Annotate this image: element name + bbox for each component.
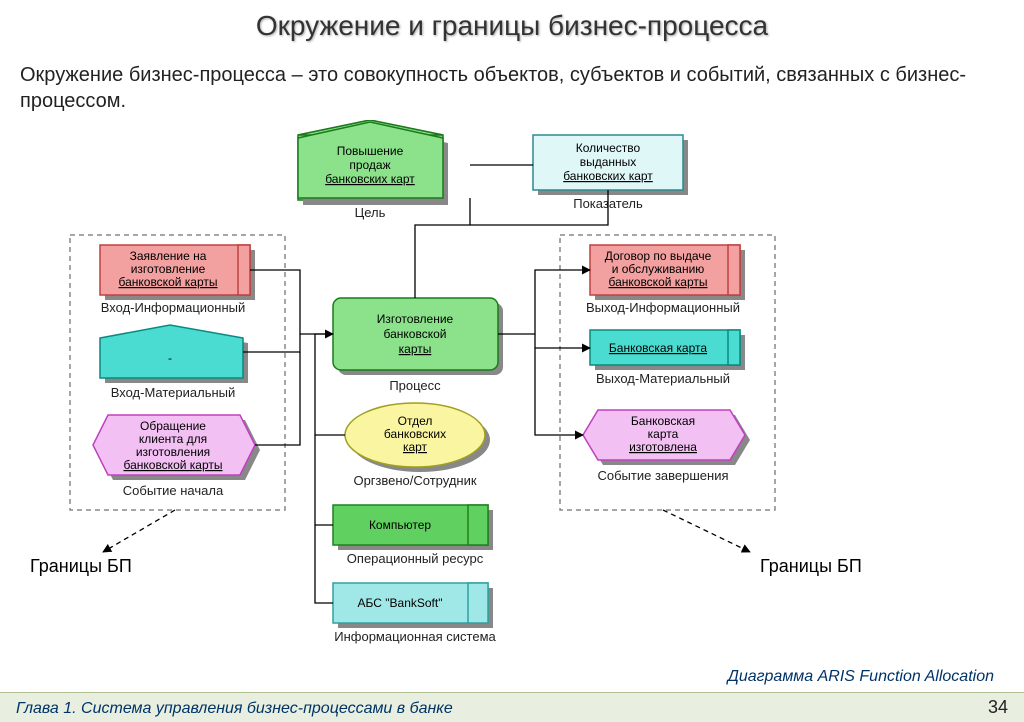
node-goal-shape: Повышение продаж банковских карт Цель <box>298 122 448 220</box>
svg-text:изготовлена: изготовлена <box>629 440 697 454</box>
node-event-end: Банковская карта изготовлена Событие зав… <box>583 410 750 483</box>
svg-text:Банковская: Банковская <box>631 414 695 428</box>
node-is: АБС "BankSoft" Информационная система <box>333 583 497 644</box>
svg-text:Процесс: Процесс <box>389 378 441 393</box>
svg-text:банковских карт: банковских карт <box>325 172 415 186</box>
svg-text:Банковская карта: Банковская карта <box>609 341 707 355</box>
aris-diagram: Повышение продаж банковских карт Цель Ко… <box>0 120 1024 680</box>
svg-text:-: - <box>168 351 172 365</box>
diagram-caption: Диаграмма ARIS Function Allocation <box>728 668 994 686</box>
edge-inf-proc <box>250 270 333 334</box>
svg-text:выданных: выданных <box>580 155 637 169</box>
svg-text:банковской карты: банковской карты <box>123 458 222 472</box>
edge-proc-outinfo <box>498 270 590 334</box>
svg-text:банковской: банковской <box>384 327 447 341</box>
edge-proc-is <box>315 525 333 603</box>
svg-text:карт: карт <box>403 440 428 454</box>
svg-text:Компьютер: Компьютер <box>369 518 431 532</box>
svg-text:Выход-Материальный: Выход-Материальный <box>596 371 730 386</box>
svg-text:карта: карта <box>648 427 679 441</box>
svg-text:и обслуживанию: и обслуживанию <box>612 262 705 276</box>
page-subtitle: Окружение бизнес-процесса – это совокупн… <box>20 62 1004 114</box>
svg-text:банковских: банковских <box>384 427 446 441</box>
svg-text:Оргзвено/Сотрудник: Оргзвено/Сотрудник <box>353 473 476 488</box>
svg-text:Изготовление: Изготовление <box>377 312 454 326</box>
edge-bound-left <box>103 510 175 552</box>
svg-text:АБС "BankSoft": АБС "BankSoft" <box>358 596 443 610</box>
edge-proc-outmat <box>535 334 590 348</box>
svg-text:Количество: Количество <box>576 141 641 155</box>
footer-text: Глава 1. Система управления бизнес-проце… <box>16 700 453 718</box>
page-title: Окружение и границы бизнес-процесса <box>0 10 1024 42</box>
page-number: 34 <box>988 697 1008 718</box>
svg-text:Обращение: Обращение <box>140 419 206 433</box>
svg-text:изготовление: изготовление <box>131 262 206 276</box>
node-in-mat: - Вход-Материальный <box>100 325 248 400</box>
node-process: Изготовление банковской карты Процесс <box>333 298 503 393</box>
svg-text:Повышение: Повышение <box>337 144 404 158</box>
svg-text:Операционный ресурс: Операционный ресурс <box>347 551 484 566</box>
svg-text:банковских карт: банковских карт <box>563 169 653 183</box>
node-out-info: Договор по выдаче и обслуживанию банковс… <box>586 245 745 315</box>
edge-proc-goal <box>415 198 470 298</box>
edge-mat-join <box>243 334 300 352</box>
edge-proc-evend <box>535 348 583 435</box>
svg-text:Вход-Информационный: Вход-Информационный <box>101 300 246 315</box>
edge-proc-opres <box>315 435 333 525</box>
svg-text:Вход-Материальный: Вход-Материальный <box>111 385 236 400</box>
node-out-mat: Банковская карта Выход-Материальный <box>590 330 745 386</box>
svg-text:Заявление на: Заявление на <box>130 249 207 263</box>
svg-text:Событие начала: Событие начала <box>123 483 224 498</box>
svg-text:карты: карты <box>399 342 432 356</box>
svg-text:изготовления: изготовления <box>136 445 210 459</box>
svg-text:Событие завершения: Событие завершения <box>597 468 728 483</box>
svg-text:Договор по выдаче: Договор по выдаче <box>605 249 712 263</box>
node-indicator: Количество выданных банковских карт Пока… <box>533 135 688 211</box>
node-in-info: Заявление на изготовление банковской кар… <box>100 245 255 315</box>
svg-text:Информационная система: Информационная система <box>334 629 496 644</box>
node-org: Отдел банковских карт Оргзвено/Сотрудник <box>345 403 490 488</box>
svg-text:Цель: Цель <box>355 205 386 220</box>
label-boundary-left: Границы БП <box>30 556 132 576</box>
node-op-res: Компьютер Операционный ресурс <box>333 505 493 566</box>
label-boundary-right: Границы БП <box>760 556 862 576</box>
edge-bound-right <box>663 510 750 552</box>
svg-text:банковской карты: банковской карты <box>118 275 217 289</box>
svg-text:банковской карты: банковской карты <box>608 275 707 289</box>
edge-proc-down-top <box>315 334 333 370</box>
edge-ev-join <box>255 352 300 445</box>
edge-proc-org <box>315 370 345 435</box>
svg-text:клиента для: клиента для <box>139 432 207 446</box>
svg-text:Выход-Информационный: Выход-Информационный <box>586 300 740 315</box>
svg-text:Отдел: Отдел <box>398 414 433 428</box>
svg-text:продаж: продаж <box>349 158 390 172</box>
node-event-start: Обращение клиента для изготовления банко… <box>93 415 260 498</box>
